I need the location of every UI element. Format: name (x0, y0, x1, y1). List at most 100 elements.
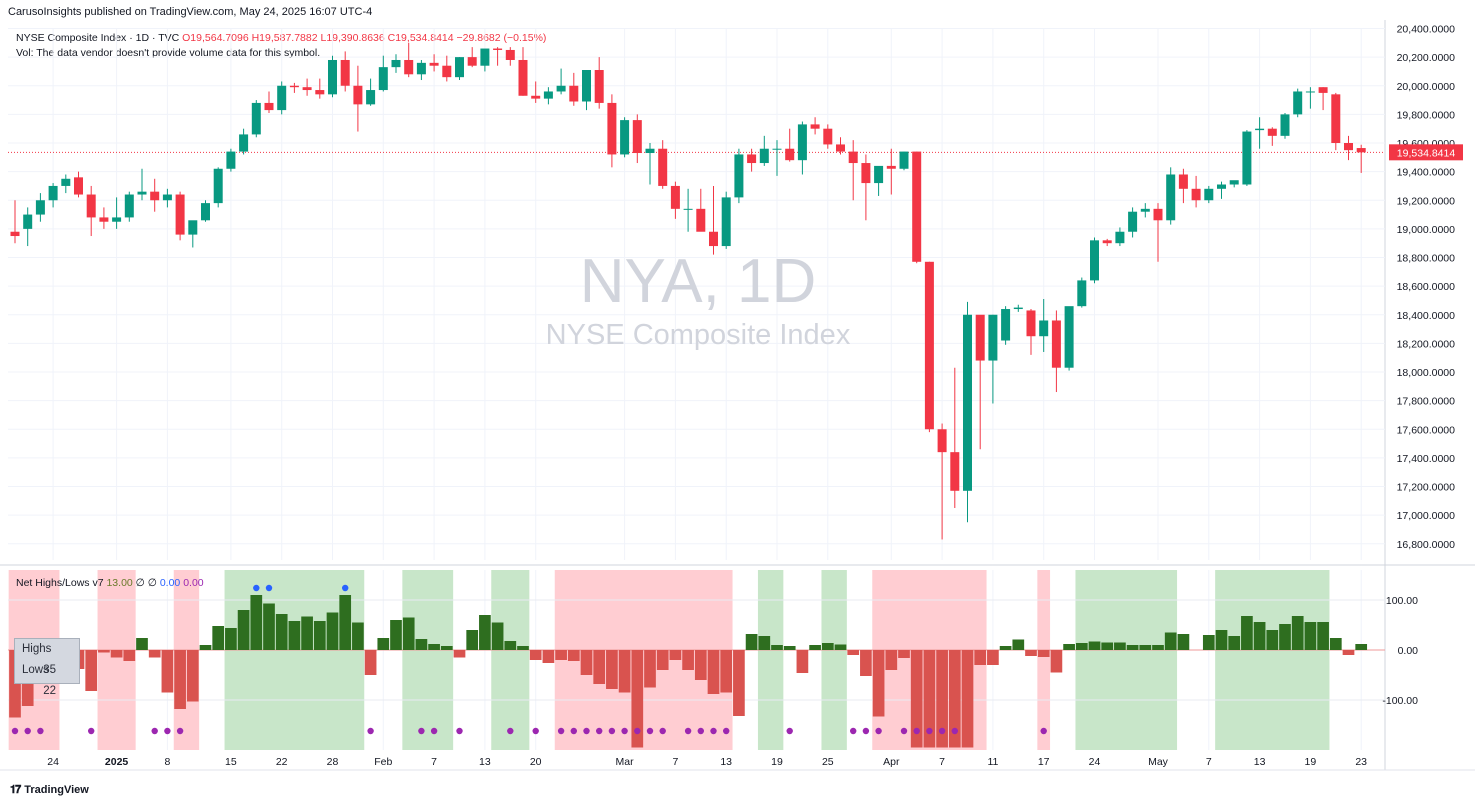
indicator-zone-green (491, 570, 530, 750)
candle-body (61, 178, 71, 186)
candle-body (201, 203, 210, 221)
time-tick-label: 15 (225, 756, 237, 768)
net-bar (644, 650, 656, 688)
candle-body (1229, 180, 1239, 185)
candle-body (963, 314, 972, 491)
net-bar (948, 650, 961, 748)
net-bar (1152, 645, 1164, 650)
net-bar (364, 650, 377, 675)
net-bar (783, 646, 796, 650)
net-bar (936, 650, 948, 748)
time-tick-label: 25 (822, 756, 834, 768)
net-bar (961, 650, 974, 748)
net-bar (733, 650, 745, 716)
new-low-dot (862, 727, 870, 735)
net-bar (606, 650, 618, 689)
time-tick-label: Feb (374, 756, 392, 768)
net-bar (1139, 645, 1152, 650)
net-bar (1215, 630, 1228, 650)
indicator-legend[interactable]: Net Highs/Lows v7 13.00 ∅ ∅ 0.00 0.00 (16, 577, 204, 589)
indicator-symbol-2: ∅ (147, 577, 157, 589)
new-low-dot (583, 727, 590, 735)
price-tick-label: 19,000.0000 (1397, 224, 1456, 236)
candle-body (848, 151, 858, 164)
candle-body (861, 163, 871, 184)
candle-body (1013, 307, 1023, 310)
candle-body (1051, 320, 1061, 368)
candle-body (658, 148, 668, 186)
indicator-zone-green (757, 570, 784, 750)
price-tick-label: 17,400.0000 (1397, 453, 1456, 465)
net-bar (313, 621, 326, 650)
candle-body (74, 177, 83, 195)
candle-body (1128, 211, 1138, 232)
new-low-dot (596, 727, 603, 735)
candle-body (734, 154, 744, 198)
new-low-dot (507, 727, 514, 735)
indicator-zone-green (1075, 570, 1178, 750)
candle-body (810, 124, 820, 129)
net-bar (910, 650, 923, 748)
net-bar (479, 615, 491, 650)
candle-body (1115, 231, 1125, 244)
new-low-dot (456, 727, 463, 735)
candle-body (1331, 94, 1341, 143)
candle-body (1318, 87, 1328, 93)
tradingview-logo[interactable]: 𝟏𝟕 TradingView (10, 784, 89, 797)
time-tick-label: 23 (1355, 756, 1367, 768)
candle-body (975, 314, 985, 361)
net-bar (1253, 622, 1266, 650)
indicator-zone-green (1215, 570, 1330, 750)
net-bar (199, 645, 212, 650)
net-bar (682, 650, 694, 670)
net-bar (288, 621, 301, 650)
new-low-dot (786, 727, 793, 735)
new-low-dot (900, 727, 908, 735)
candle-body (150, 191, 160, 201)
candle-body (886, 165, 896, 169)
candle-body (493, 48, 503, 50)
net-bar (1241, 616, 1253, 650)
main-legend: NYSE Composite Index · 1D · TVC O19,564.… (16, 31, 546, 61)
candle-body (1140, 208, 1150, 212)
net-bar (1202, 635, 1215, 650)
candle-body (264, 102, 274, 111)
new-low-dot (723, 727, 730, 735)
time-tick-label: 7 (1206, 756, 1212, 768)
time-tick-label: 28 (327, 756, 339, 768)
net-bar (326, 612, 339, 650)
net-bar (517, 646, 529, 650)
net-bar (1063, 644, 1075, 650)
symbol-title[interactable]: NYSE Composite Index · 1D · TVC (16, 32, 180, 44)
net-bar (212, 626, 225, 650)
net-bar (872, 650, 885, 717)
price-tick-label: 19,400.0000 (1397, 167, 1456, 179)
candle-body (366, 90, 376, 105)
candle-body (162, 194, 172, 201)
net-bar (1291, 616, 1304, 650)
candle-body (1026, 310, 1036, 337)
watermark-name: NYSE Composite Index (546, 319, 851, 351)
new-low-dot (557, 727, 565, 735)
net-bar (1088, 641, 1101, 650)
net-bar (352, 622, 364, 650)
net-bar (1025, 650, 1037, 656)
net-bar (110, 650, 123, 658)
candle-body (416, 62, 426, 75)
net-bar (809, 645, 821, 650)
price-tick-label: 20,000.0000 (1397, 81, 1456, 93)
ohlc-values: O19,564.7096 H19,587.7882 L19,390.8636 C… (182, 32, 547, 44)
net-bar (301, 616, 313, 650)
time-tick-label: May (1148, 756, 1169, 768)
net-bar (263, 603, 275, 650)
net-bar (796, 650, 809, 673)
net-bar (428, 644, 440, 650)
indicator-zone-green (821, 570, 847, 750)
time-tick-label: 19 (771, 756, 783, 768)
new-low-dot (11, 727, 19, 735)
candle-body (505, 49, 515, 60)
new-low-dot (646, 727, 654, 735)
candle-body (213, 168, 223, 204)
price-tick-label: 19,200.0000 (1397, 195, 1456, 207)
